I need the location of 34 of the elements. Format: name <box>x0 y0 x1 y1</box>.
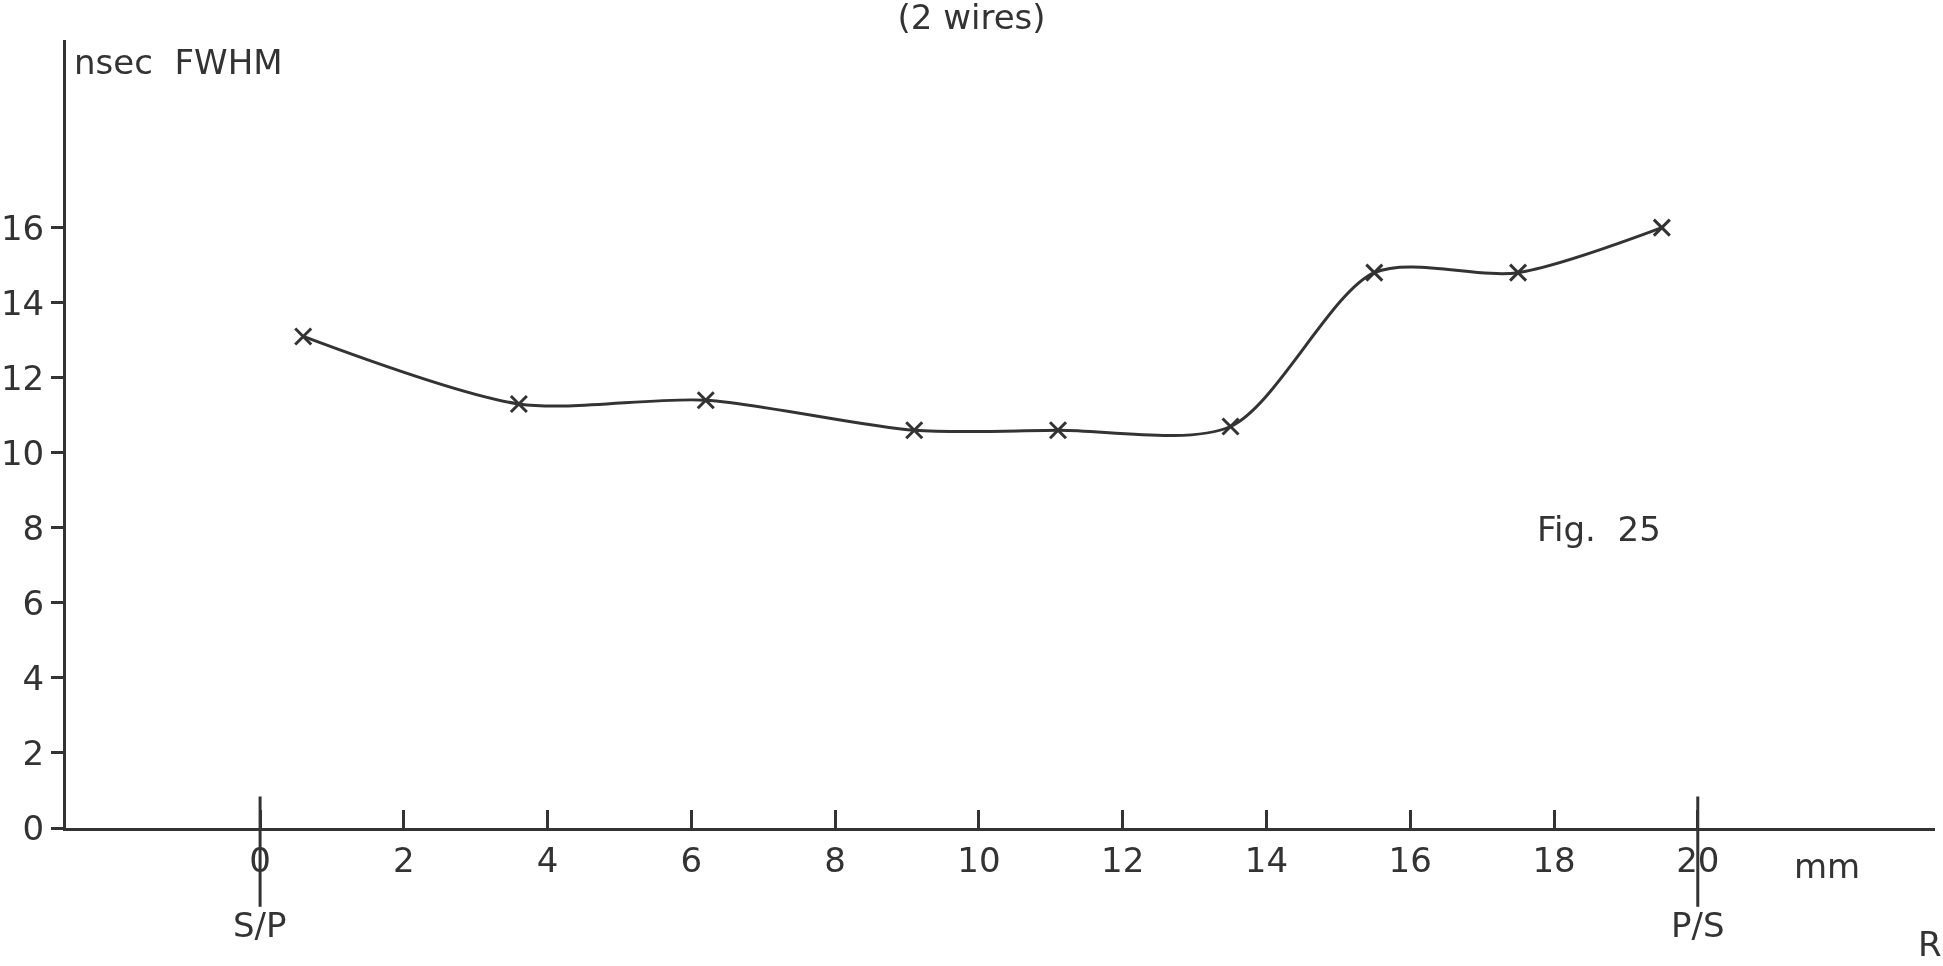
point <box>293 326 313 346</box>
point <box>696 390 716 410</box>
chart-title: (2 wires) <box>897 0 1046 37</box>
y-tick-label: 12 <box>0 357 45 398</box>
x-tick-label: 4 <box>536 839 559 880</box>
y-tick-label: 16 <box>0 207 45 248</box>
ref-line-label: P/S <box>1671 905 1725 945</box>
x-tick-label: 16 <box>1388 839 1432 880</box>
x-tick-label: 14 <box>1244 839 1289 880</box>
y-tick-label: 14 <box>0 282 45 323</box>
x-tick-label: 10 <box>957 839 1001 880</box>
y-tick-label: 0 <box>22 807 45 848</box>
point <box>1364 263 1384 283</box>
x-axis-title: mm <box>1794 846 1861 886</box>
point <box>509 394 529 414</box>
y-tick-label: 10 <box>0 432 45 473</box>
y-tick-label: 6 <box>22 582 45 623</box>
text: R <box>1918 924 1942 964</box>
x-tick-label: 12 <box>1101 839 1145 880</box>
point <box>1221 417 1241 436</box>
annotation: Fig. 25 <box>1537 509 1661 549</box>
point <box>1048 420 1068 440</box>
point <box>904 420 924 440</box>
ref-line-label: S/P <box>233 905 287 945</box>
y-axis-title: nsec FWHM <box>74 42 283 82</box>
x-tick-label: 18 <box>1532 839 1576 880</box>
x-tick-label: 6 <box>680 839 703 880</box>
y-tick-label: 4 <box>22 657 45 698</box>
point <box>1652 218 1672 238</box>
x-tick-label: 8 <box>824 839 846 880</box>
y-tick-label: 8 <box>22 507 45 548</box>
point <box>1508 263 1528 283</box>
x-tick-label: 2 <box>393 839 415 880</box>
y-tick-label: 2 <box>22 732 45 773</box>
